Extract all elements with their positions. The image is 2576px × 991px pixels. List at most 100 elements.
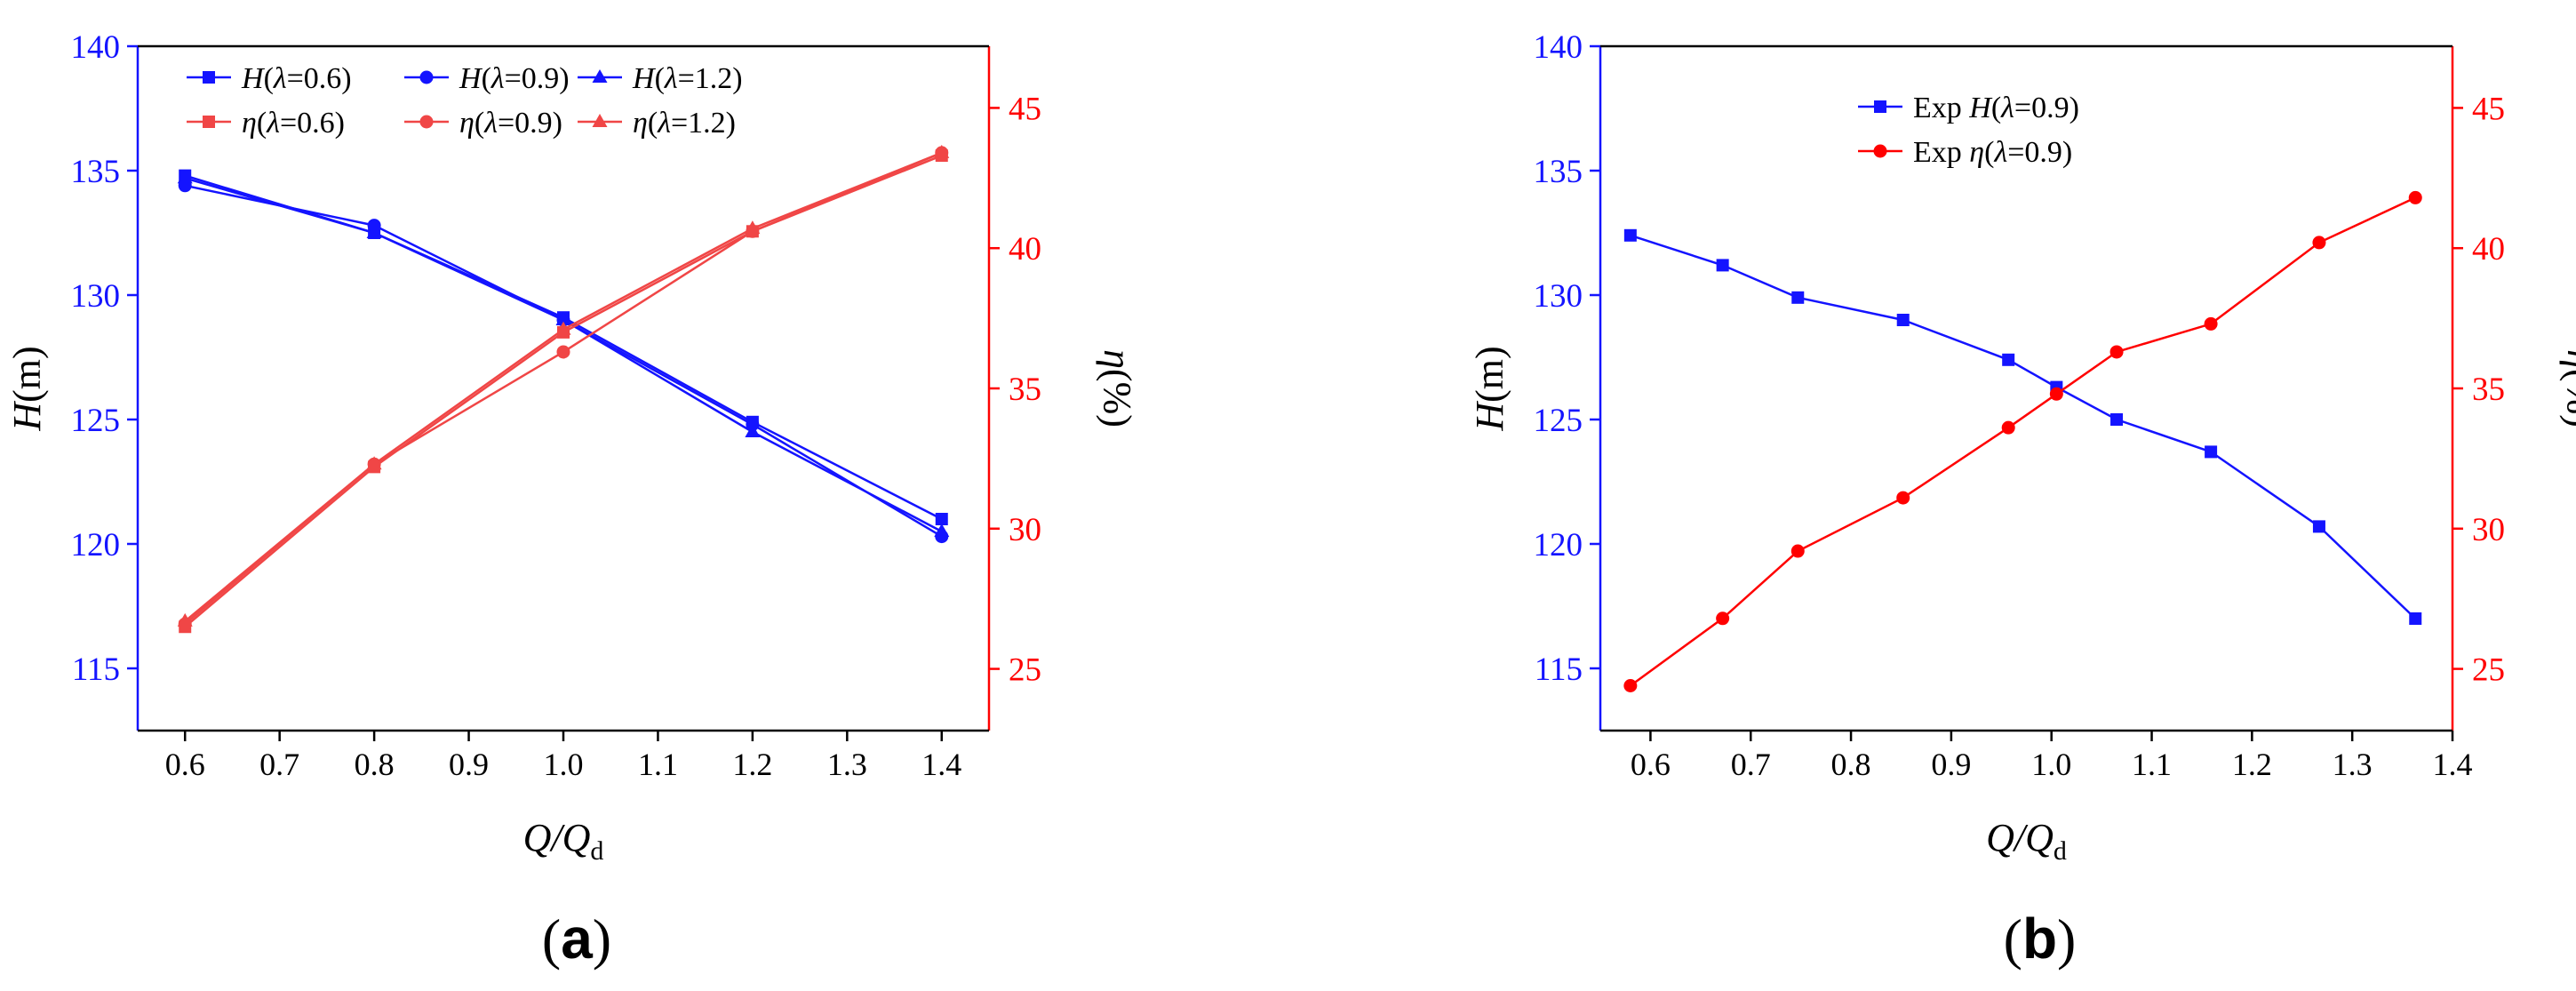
data-point <box>177 170 193 184</box>
legend-label-paren: ( <box>257 107 267 140</box>
series-line <box>184 151 943 622</box>
data-point <box>366 456 382 470</box>
legend-label: H(λ=1.2) <box>632 62 743 95</box>
legend-entry: η(λ=0.6) <box>187 107 345 140</box>
legend-entry: η(λ=1.2) <box>578 107 736 140</box>
data-point <box>2205 445 2218 459</box>
y-left-tick-label: 140 <box>1534 29 1583 66</box>
data-point <box>1790 544 1805 558</box>
series-line <box>184 151 943 626</box>
legend-label-var: η <box>459 107 475 140</box>
panel-label-letter: a <box>561 907 593 971</box>
y-right-tick-label: 35 <box>1009 372 1041 408</box>
data-point <box>555 312 571 325</box>
legend-label-paren: ( <box>475 107 484 140</box>
x-tick-label: 0.7 <box>1731 747 1771 782</box>
series-line <box>1630 196 2416 687</box>
series-exp-h-0-9 <box>1623 228 2422 625</box>
data-point <box>366 225 382 238</box>
x-tick-label: 1.4 <box>921 747 961 782</box>
legend-label-paren: ( <box>648 107 658 140</box>
y-left-tick-label: 135 <box>1534 154 1583 190</box>
data-point <box>556 345 570 359</box>
legend: H(λ=0.6) H(λ=0.9) H(λ=1.2)η(λ=0.6) η(λ=0.9)… <box>187 62 743 140</box>
y-left-tick-label: 130 <box>1534 278 1583 315</box>
legend: Exp H(λ=0.9) Exp η(λ=0.9) <box>1858 92 2079 169</box>
legend-label-paren: ( <box>482 62 491 95</box>
legend-label-prefix: Exp <box>1913 136 1969 169</box>
x-tick-label: 1.2 <box>2232 747 2272 782</box>
legend-marker <box>419 70 434 84</box>
legend-label-lambda: λ <box>483 107 498 140</box>
x-axis-label-sub: d <box>2054 836 2067 866</box>
panel-label-open: ( <box>2004 907 2022 971</box>
series-1-2 <box>177 144 950 627</box>
y-right-tick-label: 35 <box>2472 372 2505 408</box>
legend-label-value: =1.2) <box>671 107 736 140</box>
x-tick-label: 1.1 <box>2132 747 2172 782</box>
data-point <box>177 612 193 627</box>
legend-entry: H(λ=1.2) <box>578 62 743 95</box>
legend-marker <box>592 114 608 127</box>
data-point <box>934 523 950 537</box>
x-axis-label-main: Q/Q <box>1986 816 2054 859</box>
legend-label-var: η <box>633 107 648 140</box>
y-right-tick-label: 40 <box>2472 231 2505 268</box>
data-point <box>1791 291 1805 304</box>
legend-label-lambda: λ <box>664 62 678 95</box>
legend-label-lambda: λ <box>657 107 671 140</box>
x-tick-label: 0.9 <box>449 747 489 782</box>
y-left-tick-label: 115 <box>72 651 120 688</box>
data-point <box>745 424 761 437</box>
data-point <box>2001 420 2015 435</box>
legend-label: η(λ=0.9) <box>459 107 562 140</box>
data-point <box>2312 236 2326 250</box>
x-axis-label: Q/Qd <box>1986 816 2067 866</box>
x-tick-label: 1.0 <box>544 747 584 782</box>
y-left-tick-label: 135 <box>71 154 121 190</box>
x-axis-label-main: Q/Q <box>523 816 591 859</box>
legend-label: η(λ=0.6) <box>242 107 345 140</box>
legend-label: H(λ=0.9) <box>459 62 570 95</box>
legend-marker <box>1873 144 1887 158</box>
legend-label-var: H <box>1968 92 1993 124</box>
legend-label-lambda: λ <box>266 107 280 140</box>
y-right-tick-label: 25 <box>2472 652 2505 689</box>
x-tick-label: 0.8 <box>355 747 395 782</box>
panel-a: 0.6 0.7 0.8 0.9 1.0 1.1 1.2 1.3 1.4 115 120 125 130 1… <box>5 29 1139 971</box>
legend-label-prefix: Exp <box>1913 92 1969 124</box>
legend-entry: Exp H(λ=0.9) <box>1858 92 2079 124</box>
y-left-tick-label: 125 <box>71 403 121 439</box>
series-line <box>1630 234 2417 619</box>
legend-entry: η(λ=0.9) <box>404 107 562 140</box>
data-point <box>934 144 950 158</box>
panel-label-open: ( <box>542 907 561 971</box>
legend-label-paren: ( <box>264 62 274 95</box>
data-point <box>1896 314 1910 326</box>
data-point <box>1716 259 1729 272</box>
y-left-tick-label: 115 <box>1535 651 1583 688</box>
data-point <box>2312 520 2325 533</box>
data-point <box>555 321 571 335</box>
x-tick-label: 0.7 <box>259 747 299 782</box>
x-tick-label: 0.6 <box>165 747 205 782</box>
series-0-9 <box>178 146 949 631</box>
x-tick-label: 0.9 <box>1931 747 1971 782</box>
legend-entry: Exp η(λ=0.9) <box>1858 136 2072 169</box>
y-right-tick-label: 45 <box>2472 91 2505 127</box>
legend-label-value: =0.9) <box>2014 92 2079 124</box>
panel-label-close: ) <box>2057 907 2076 971</box>
y-left-axis-label: H(m) <box>5 346 49 431</box>
y-right-axis-label: η(%) <box>1096 349 1139 428</box>
panel-b: 0.6 0.7 0.8 0.9 1.0 1.1 1.2 1.3 1.4 115 120 125 130 1… <box>1468 29 2576 971</box>
series-line <box>184 184 943 538</box>
y-right-axis-label-unit: (%) <box>2559 369 2576 428</box>
y-right-tick-label: 25 <box>1009 652 1041 689</box>
x-tick-label: 0.8 <box>1831 747 1871 782</box>
series-exp-0-9 <box>1623 190 2422 693</box>
data-point <box>1896 491 1910 505</box>
x-tick-label: 1.1 <box>638 747 678 782</box>
legend-label-value: =0.6) <box>287 62 352 95</box>
